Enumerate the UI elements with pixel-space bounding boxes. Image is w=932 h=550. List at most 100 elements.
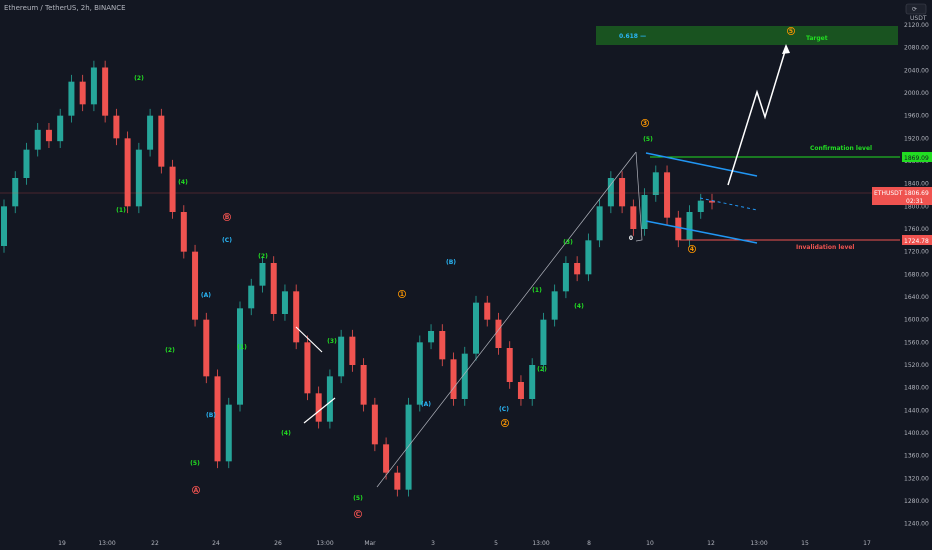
x-tick-label: 19: [58, 540, 66, 547]
x-tick-label: 15: [801, 540, 809, 547]
candle-body: [68, 81, 75, 116]
wave-label: (5): [190, 460, 200, 467]
y-tick-label: 1800.00: [904, 203, 929, 210]
candle-body: [349, 336, 356, 365]
candle-body: [169, 166, 176, 212]
y-tick-label: 1720.00: [904, 249, 929, 256]
wave-label: (A): [421, 401, 431, 408]
wave-label: (3): [327, 338, 337, 345]
y-tick-label: 1400.00: [904, 430, 929, 437]
candle-body: [709, 200, 715, 203]
invalidation-value: 1724.78: [904, 238, 929, 245]
diag-line-a: [295, 326, 323, 353]
y-tick-label: 1840.00: [904, 181, 929, 188]
symbol-title: Ethereum / TetherUS, 2h, BINANCE: [4, 4, 126, 12]
candle-body: [506, 348, 513, 382]
wave-label: 5: [789, 28, 793, 35]
candle-body: [293, 291, 300, 343]
candle-body: [473, 302, 479, 354]
target-zone: [596, 26, 898, 45]
x-tick-label: 12: [707, 540, 715, 547]
y-tick-label: 1600.00: [904, 317, 929, 324]
wave-label: (1): [116, 207, 126, 214]
wave-label: (2): [537, 366, 547, 373]
confirmation-label: Confirmation level: [810, 145, 872, 152]
confirmation-value: 1869.09: [904, 155, 929, 162]
candle-body: [619, 178, 626, 207]
y-tick-label: 1960.00: [904, 113, 929, 120]
arrow-head-icon: [782, 44, 790, 54]
candle-body: [439, 331, 446, 360]
wave-label-ring: [222, 212, 231, 221]
wave-label: (A): [201, 292, 211, 299]
wave-label: 1: [400, 291, 404, 298]
wave-label: (5): [643, 136, 653, 143]
candle-body: [405, 404, 412, 490]
invalidation-label: Invalidation level: [796, 244, 855, 251]
candle-body: [304, 342, 311, 394]
candle-body: [428, 331, 435, 343]
y-tick-label: 1440.00: [904, 407, 929, 414]
wave-label: 3: [643, 120, 647, 127]
wave-label: (B): [446, 259, 456, 266]
candle-body: [1, 206, 7, 246]
y-tick-label: 1680.00: [904, 271, 929, 278]
candle-body: [23, 149, 30, 178]
candle-body: [90, 67, 97, 105]
last-price-timer: 02:31: [906, 198, 923, 205]
x-tick-label: 13:00: [750, 540, 767, 547]
x-tick-label: 13:00: [98, 540, 115, 547]
candle-body: [237, 308, 243, 405]
wave-label: (C): [222, 237, 232, 244]
x-tick-label: 3: [431, 540, 435, 547]
candle-body: [102, 67, 109, 116]
projection-arrow: [727, 47, 787, 186]
y-tick-label: 2000.00: [904, 90, 929, 97]
candle-body: [203, 319, 210, 377]
candle-body: [34, 129, 41, 150]
candle-body: [281, 291, 288, 314]
x-tick-label: 22: [151, 540, 159, 547]
x-tick-label: 24: [212, 540, 220, 547]
confirmation-badge: [902, 152, 932, 162]
y-tick-label: 2080.00: [904, 45, 929, 52]
x-tick-label: 13:00: [532, 540, 549, 547]
candle-body: [416, 342, 423, 405]
candle-body: [461, 353, 468, 399]
channel-mid: [699, 197, 758, 211]
wave-label: (2): [134, 75, 144, 82]
candle-body: [124, 138, 131, 207]
candle-body: [585, 240, 592, 275]
candle-body: [686, 212, 693, 241]
candle-body: [45, 129, 52, 142]
x-tick-label: 17: [863, 540, 871, 547]
candle-body: [596, 206, 603, 241]
x-tick-label: 26: [274, 540, 282, 547]
candle-body: [57, 115, 64, 142]
y-tick-label: 1240.00: [904, 521, 929, 528]
target-label: Target: [806, 35, 828, 42]
x-tick-label: 8: [587, 540, 591, 547]
scale-toggle[interactable]: [905, 3, 927, 15]
x-tick-label: 10: [646, 540, 654, 547]
candle-body: [607, 178, 614, 207]
target-fib-label: 0.618 —: [619, 33, 646, 40]
candle-body: [551, 291, 558, 320]
candle-body: [270, 263, 277, 314]
wave-label: (C): [499, 406, 509, 413]
candle-body: [697, 200, 704, 212]
candle-body: [12, 178, 19, 207]
y-tick-label: 1520.00: [904, 362, 929, 369]
candle-body: [517, 382, 524, 399]
wave-label-ring: [397, 289, 406, 298]
candle-body: [135, 149, 142, 207]
candle-body: [484, 302, 491, 320]
wave-label: (1): [532, 287, 542, 294]
wave-label: (4): [574, 303, 584, 310]
wave-labels: (2) (1) (4) B (C) (A) (2) (B) (5) A (2) (1) (3) (4) (5…: [116, 26, 796, 518]
y-tick-label: 2040.00: [904, 67, 929, 74]
price-axis: 1240.00 1280.00 1320.00 1360.00 1400.00 1440.…: [904, 22, 929, 528]
candle-body: [315, 393, 322, 422]
candle-body: [641, 195, 648, 229]
